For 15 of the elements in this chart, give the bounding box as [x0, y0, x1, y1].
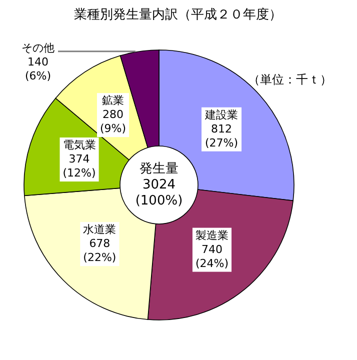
data-label: 812 (27%) [205, 122, 238, 150]
text: （単位：千ｔ） [248, 72, 332, 86]
slice-label: 鉱業 [102, 94, 124, 108]
slice-label: 建設業 [204, 108, 238, 122]
data-label: 140 (6%) [24, 55, 52, 82]
slice-label: その他 [22, 41, 54, 54]
data-label: 280 (9%) [100, 108, 126, 136]
slice-label: 水道業 [83, 223, 116, 236]
text: 発生量 3024 (100%) [135, 162, 183, 209]
chart-title: 業種別発生量内訳（平成２０年度） [74, 6, 282, 23]
slice-label: 電気業 [62, 138, 96, 152]
slice-label: 製造業 [196, 228, 228, 242]
data-label: 374 (12%) [62, 152, 96, 180]
data-label: 740 (24%) [195, 242, 229, 270]
data-label: 678 (22%) [83, 237, 116, 264]
